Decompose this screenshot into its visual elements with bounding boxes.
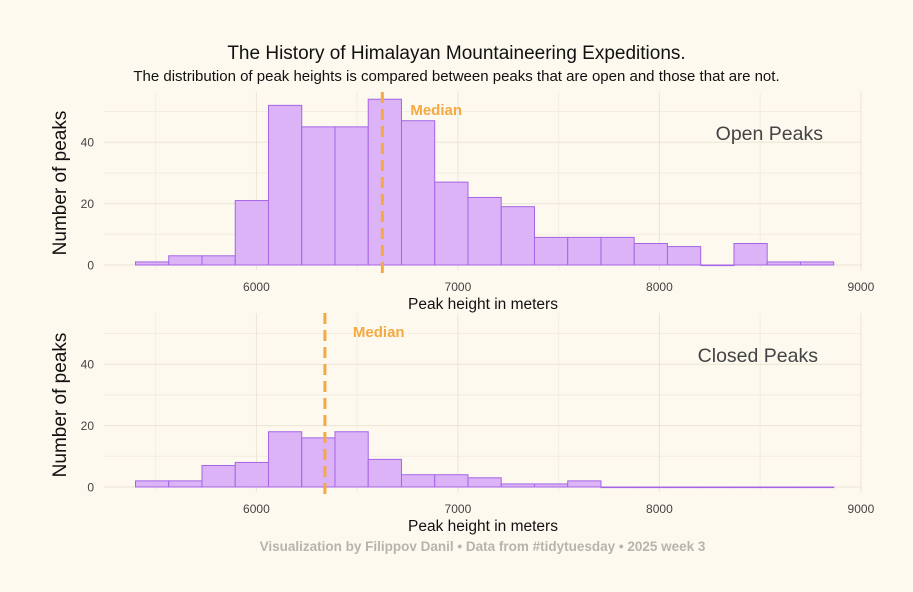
x-tick-label: 9000 bbox=[848, 502, 875, 516]
y-tick-label: 40 bbox=[81, 358, 95, 372]
y-tick-label: 0 bbox=[87, 259, 94, 273]
histogram-bar bbox=[267, 431, 303, 488]
histogram-bar bbox=[334, 126, 369, 266]
x-tick-label: 8000 bbox=[646, 502, 673, 516]
x-axis-title: Peak height in meters bbox=[408, 518, 558, 535]
x-tick-label: 8000 bbox=[646, 280, 673, 294]
y-tick-label: 40 bbox=[81, 136, 95, 150]
histogram-bar bbox=[766, 261, 801, 266]
histogram-bar bbox=[567, 480, 602, 488]
histogram-bar bbox=[168, 480, 203, 488]
y-tick-label: 0 bbox=[87, 481, 94, 495]
histogram-bar bbox=[367, 458, 402, 488]
histogram-bar bbox=[733, 243, 768, 266]
histogram-bar bbox=[467, 477, 502, 488]
histogram-bar bbox=[666, 246, 702, 266]
histogram-bar bbox=[234, 200, 269, 266]
histogram-bar bbox=[301, 126, 336, 266]
y-axis-title: Number of peaks bbox=[50, 111, 71, 256]
y-tick-label: 20 bbox=[81, 197, 95, 211]
histogram-bar bbox=[135, 261, 170, 266]
histogram-bar bbox=[367, 98, 402, 266]
histogram-bar bbox=[201, 465, 236, 488]
median-label: Median bbox=[410, 102, 462, 119]
histogram-bar bbox=[700, 264, 735, 267]
histogram-bar bbox=[334, 431, 369, 488]
histogram-bar bbox=[400, 120, 436, 266]
histogram-bar bbox=[799, 486, 835, 489]
histogram-bar bbox=[700, 486, 735, 489]
x-tick-label: 9000 bbox=[848, 280, 875, 294]
histogram-bar bbox=[234, 461, 269, 488]
histogram-bar bbox=[633, 486, 668, 489]
histogram-bar bbox=[733, 486, 768, 489]
histogram-bar bbox=[434, 474, 469, 488]
panel-label: Closed Peaks bbox=[698, 345, 819, 367]
histogram-bar bbox=[766, 486, 801, 489]
histogram-bar bbox=[567, 236, 602, 266]
panel-label: Open Peaks bbox=[716, 123, 824, 145]
histogram-bar bbox=[533, 236, 569, 266]
histogram-bar bbox=[666, 486, 702, 489]
histogram-bar bbox=[500, 483, 535, 488]
histogram-bar bbox=[633, 243, 668, 266]
y-tick-label: 20 bbox=[81, 419, 95, 433]
x-tick-label: 6000 bbox=[243, 280, 270, 294]
chart-title: The History of Himalayan Mountaineering … bbox=[227, 43, 686, 64]
histogram-bar bbox=[267, 104, 303, 266]
histogram-bar bbox=[201, 255, 236, 266]
median-label: Median bbox=[353, 324, 405, 341]
x-axis-title: Peak height in meters bbox=[408, 296, 558, 313]
histogram-bar bbox=[533, 483, 569, 488]
histogram-bar bbox=[600, 236, 635, 266]
histogram-bar bbox=[799, 261, 835, 266]
chart-caption: Visualization by Filippov Danil • Data f… bbox=[259, 539, 706, 554]
histogram-bar bbox=[135, 480, 170, 488]
histogram-bar bbox=[168, 255, 203, 266]
x-tick-label: 6000 bbox=[243, 502, 270, 516]
histogram-bar bbox=[600, 486, 635, 489]
y-axis-title: Number of peaks bbox=[50, 333, 71, 478]
histogram-bar bbox=[434, 181, 469, 266]
chart-subtitle: The distribution of peak heights is comp… bbox=[133, 68, 780, 85]
histogram-bar bbox=[500, 206, 535, 266]
x-tick-label: 7000 bbox=[445, 502, 472, 516]
x-tick-label: 7000 bbox=[445, 280, 472, 294]
histogram-bar bbox=[467, 196, 502, 266]
histogram-bar bbox=[301, 437, 336, 488]
histogram-bar bbox=[400, 474, 436, 488]
